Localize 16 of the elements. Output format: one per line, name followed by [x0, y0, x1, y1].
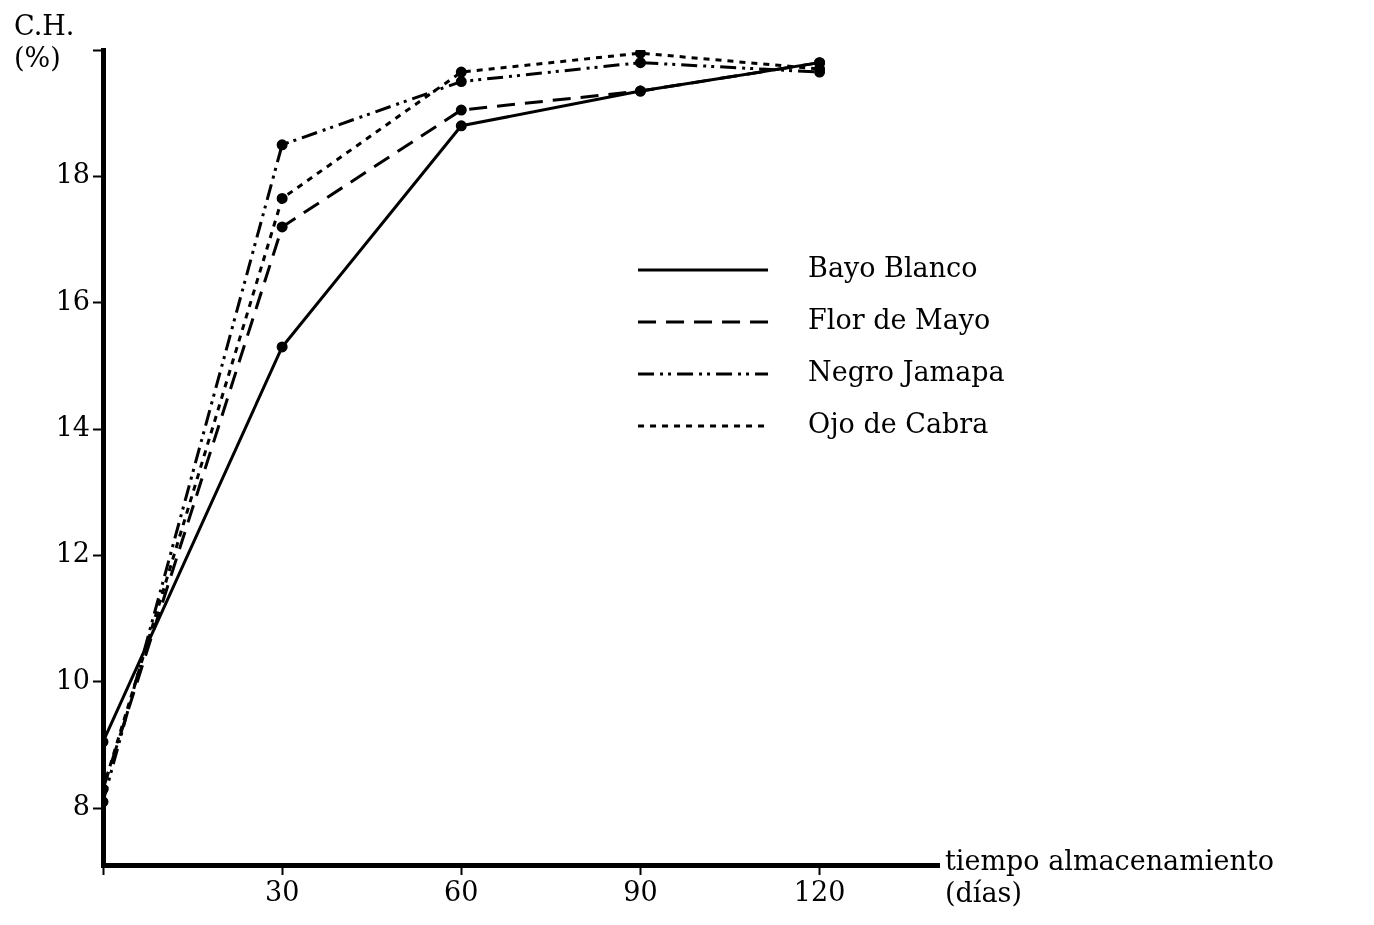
y-tick-label: 8: [72, 790, 90, 822]
legend-label: Ojo de Cabra: [808, 408, 989, 440]
x-tick-label: 120: [793, 876, 846, 908]
legend-label: Flor de Mayo: [808, 304, 991, 336]
x-tick-label: 30: [264, 876, 300, 908]
y-tick-label: 16: [55, 284, 90, 316]
legend-label: Negro Jamapa: [808, 356, 1005, 388]
y-axis-title: C.H. (%): [14, 10, 75, 74]
legend-label: Bayo Blanco: [808, 252, 978, 284]
x-tick-label: 60: [444, 876, 479, 908]
y-tick-label: 14: [55, 411, 90, 443]
y-tick-label: 18: [55, 158, 90, 190]
y-tick-label: 10: [55, 663, 90, 695]
x-tick-label: 90: [623, 876, 658, 908]
x-axis-title: tiempo almacenamiento (días): [945, 845, 1274, 909]
y-tick-label: 12: [55, 537, 90, 569]
